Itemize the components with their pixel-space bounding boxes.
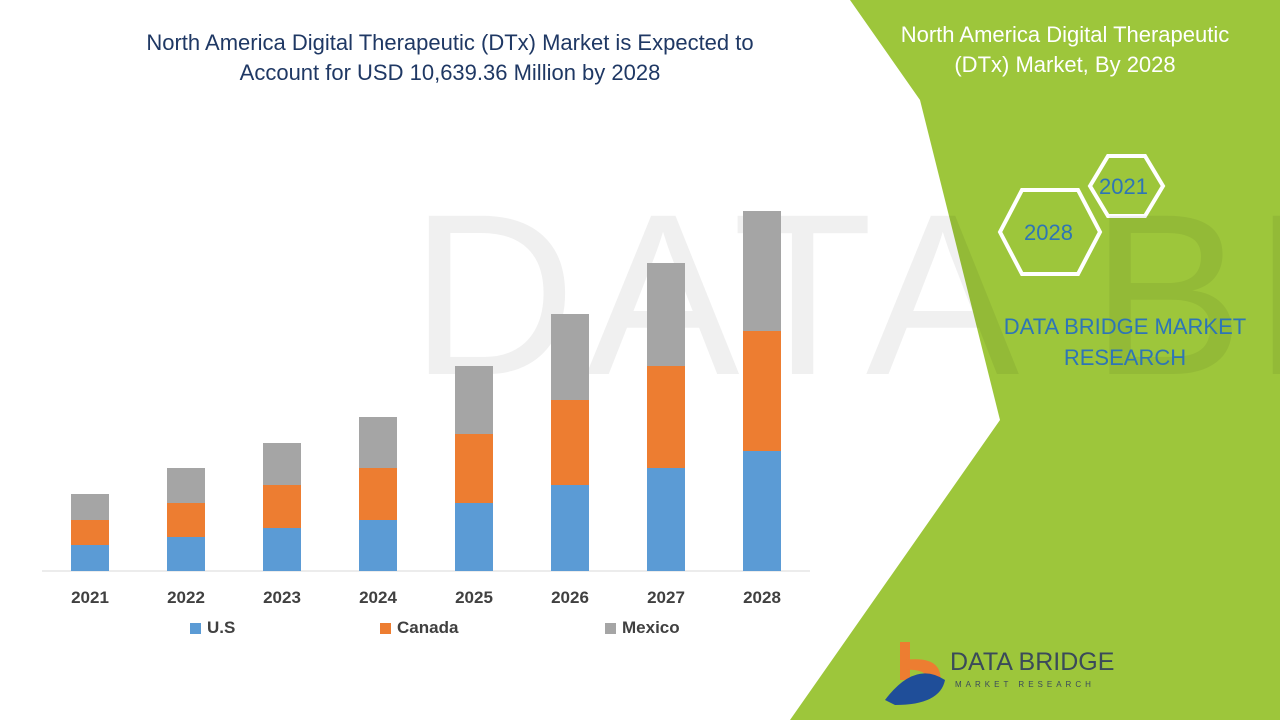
- bar-2024-mexico: [359, 417, 397, 468]
- bar-2027-canada: [647, 366, 685, 468]
- bar-2028-us: [743, 451, 781, 571]
- bar-2025-canada: [455, 434, 493, 503]
- brand-line2: RESEARCH: [1063, 345, 1187, 370]
- hex-label-2021: 2021: [1099, 174, 1148, 199]
- legend-item: U.S: [190, 618, 235, 638]
- hexagon-2021-icon: [1087, 154, 1166, 218]
- bar-2025-us: [455, 503, 493, 571]
- legend-item: Canada: [380, 618, 458, 638]
- bar-2023-us: [263, 528, 301, 571]
- bar-2021-mexico: [71, 494, 109, 520]
- x-tick-label: 2023: [263, 588, 301, 607]
- legend-swatch: [605, 622, 616, 634]
- bar-2024-canada: [359, 468, 397, 520]
- brand-line1: DATA BRIDGE MARKET: [1003, 314, 1247, 339]
- chart-title-line2: Account for USD 10,639.36 Million by 202…: [239, 60, 661, 85]
- hex-label-2028: 2028: [1024, 220, 1073, 245]
- bar-2021-us: [71, 545, 109, 571]
- logo-icon: [885, 642, 945, 705]
- chart-title-line1: North America Digital Therapeutic (DTx) …: [146, 30, 754, 55]
- bar-2026-canada: [551, 400, 589, 485]
- legend-label: Mexico: [622, 618, 680, 637]
- x-tick-label: 2026: [551, 588, 589, 607]
- x-tick-label: 2025: [455, 588, 493, 607]
- bar-2024-us: [359, 520, 397, 571]
- bar-2025-mexico: [455, 366, 493, 434]
- bar-2022-canada: [167, 503, 205, 537]
- x-tick-label: 2022: [167, 588, 205, 607]
- bar-2028-mexico: [743, 211, 781, 331]
- legend-swatch: [190, 622, 201, 634]
- side-title-line1: North America Digital Therapeutic: [900, 22, 1230, 47]
- hexagon-2028-icon: [997, 188, 1103, 276]
- bar-2028-canada: [743, 331, 781, 451]
- x-tick-label: 2027: [647, 588, 685, 607]
- bar-2027-us: [647, 468, 685, 571]
- bar-2022-us: [167, 537, 205, 571]
- legend-swatch: [380, 622, 391, 634]
- bar-2021-canada: [71, 520, 109, 545]
- legend-label: Canada: [397, 618, 459, 637]
- bar-2026-us: [551, 485, 589, 571]
- bar-2022-mexico: [167, 468, 205, 503]
- legend-item: Mexico: [605, 618, 680, 638]
- bar-2023-mexico: [263, 443, 301, 485]
- legend-label: U.S: [207, 618, 236, 637]
- bar-2027-mexico: [647, 263, 685, 366]
- side-title-line2: (DTx) Market, By 2028: [954, 52, 1176, 77]
- logo-sub: MARKET RESEARCH: [955, 680, 1095, 689]
- x-tick-label: 2028: [743, 588, 781, 607]
- logo-name: DATA BRIDGE: [950, 648, 1115, 676]
- bar-2026-mexico: [551, 314, 589, 400]
- x-tick-label: 2021: [71, 588, 109, 607]
- x-tick-label: 2024: [359, 588, 397, 607]
- bar-2023-canada: [263, 485, 301, 528]
